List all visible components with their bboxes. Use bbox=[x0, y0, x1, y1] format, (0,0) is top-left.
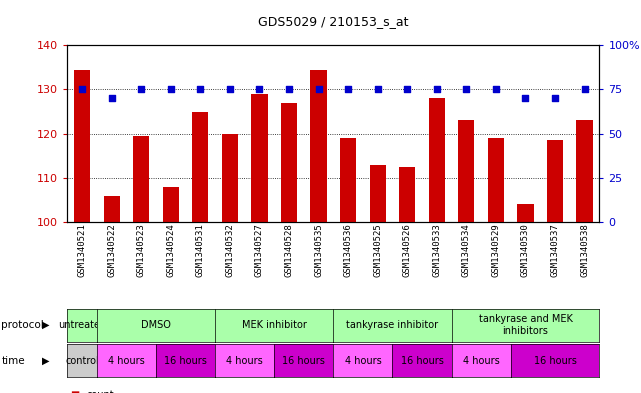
Bar bbox=[488, 138, 504, 222]
Point bbox=[284, 86, 294, 93]
Bar bbox=[576, 120, 593, 222]
Text: 4 hours: 4 hours bbox=[344, 356, 381, 365]
Bar bbox=[517, 204, 533, 222]
Bar bbox=[458, 120, 474, 222]
Point bbox=[106, 95, 117, 101]
Bar bbox=[133, 136, 149, 222]
Point bbox=[77, 86, 87, 93]
Point bbox=[431, 86, 442, 93]
Bar bbox=[310, 70, 327, 222]
Bar bbox=[281, 103, 297, 222]
Text: 4 hours: 4 hours bbox=[108, 356, 145, 365]
Point bbox=[520, 95, 531, 101]
Bar bbox=[192, 112, 208, 222]
Text: 4 hours: 4 hours bbox=[463, 356, 499, 365]
Bar bbox=[103, 195, 120, 222]
Text: ▶: ▶ bbox=[42, 320, 50, 330]
Text: protocol: protocol bbox=[1, 320, 44, 330]
Text: GDS5029 / 210153_s_at: GDS5029 / 210153_s_at bbox=[258, 15, 408, 28]
Text: untreated: untreated bbox=[58, 320, 106, 330]
Bar bbox=[251, 94, 267, 222]
Text: MEK inhibitor: MEK inhibitor bbox=[242, 320, 306, 330]
Point bbox=[491, 86, 501, 93]
Bar bbox=[399, 167, 415, 222]
Text: ▶: ▶ bbox=[42, 356, 50, 365]
Text: 4 hours: 4 hours bbox=[226, 356, 263, 365]
Point bbox=[550, 95, 560, 101]
Bar bbox=[340, 138, 356, 222]
Text: ■: ■ bbox=[71, 390, 79, 393]
Point bbox=[313, 86, 324, 93]
Bar bbox=[163, 187, 179, 222]
Bar bbox=[547, 140, 563, 222]
Bar bbox=[222, 134, 238, 222]
Bar bbox=[74, 70, 90, 222]
Bar bbox=[369, 165, 386, 222]
Text: 16 hours: 16 hours bbox=[164, 356, 207, 365]
Point bbox=[136, 86, 146, 93]
Text: 16 hours: 16 hours bbox=[533, 356, 576, 365]
Text: 16 hours: 16 hours bbox=[401, 356, 444, 365]
Point bbox=[225, 86, 235, 93]
Point bbox=[343, 86, 353, 93]
Point bbox=[462, 86, 472, 93]
Text: control: control bbox=[65, 356, 99, 365]
Bar bbox=[429, 98, 445, 222]
Point bbox=[165, 86, 176, 93]
Text: 16 hours: 16 hours bbox=[282, 356, 325, 365]
Text: tankyrase inhibitor: tankyrase inhibitor bbox=[346, 320, 438, 330]
Point bbox=[196, 86, 206, 93]
Point bbox=[402, 86, 412, 93]
Point bbox=[254, 86, 265, 93]
Point bbox=[579, 86, 590, 93]
Text: tankyrase and MEK
inhibitors: tankyrase and MEK inhibitors bbox=[478, 314, 572, 336]
Text: count: count bbox=[87, 390, 114, 393]
Text: DMSO: DMSO bbox=[141, 320, 171, 330]
Point bbox=[372, 86, 383, 93]
Text: time: time bbox=[1, 356, 25, 365]
